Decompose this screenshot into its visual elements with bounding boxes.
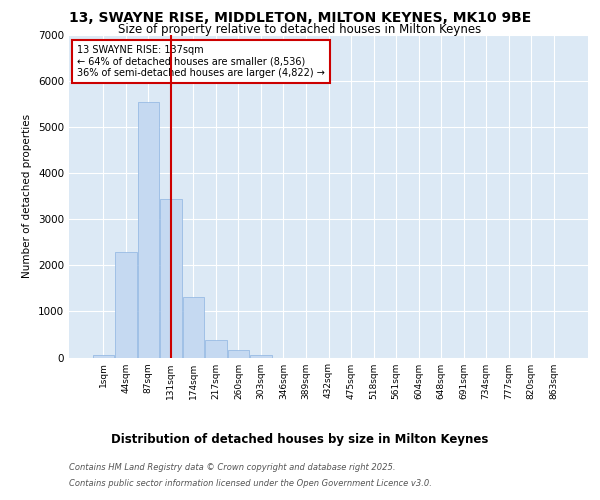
- Y-axis label: Number of detached properties: Number of detached properties: [22, 114, 32, 278]
- Text: Distribution of detached houses by size in Milton Keynes: Distribution of detached houses by size …: [112, 432, 488, 446]
- Bar: [137, 102, 159, 358]
- Text: 13, SWAYNE RISE, MIDDLETON, MILTON KEYNES, MK10 9BE: 13, SWAYNE RISE, MIDDLETON, MILTON KEYNE…: [69, 11, 531, 25]
- Bar: [182, 296, 204, 358]
- Bar: [92, 355, 114, 358]
- Bar: [115, 252, 137, 358]
- Bar: [160, 198, 182, 358]
- Text: Size of property relative to detached houses in Milton Keynes: Size of property relative to detached ho…: [118, 22, 482, 36]
- Bar: [228, 350, 249, 358]
- Text: Contains HM Land Registry data © Crown copyright and database right 2025.: Contains HM Land Registry data © Crown c…: [69, 464, 395, 472]
- Text: 13 SWAYNE RISE: 137sqm
← 64% of detached houses are smaller (8,536)
36% of semi-: 13 SWAYNE RISE: 137sqm ← 64% of detached…: [77, 44, 325, 78]
- Bar: [205, 340, 227, 357]
- Bar: [250, 354, 272, 358]
- Text: Contains public sector information licensed under the Open Government Licence v3: Contains public sector information licen…: [69, 478, 432, 488]
